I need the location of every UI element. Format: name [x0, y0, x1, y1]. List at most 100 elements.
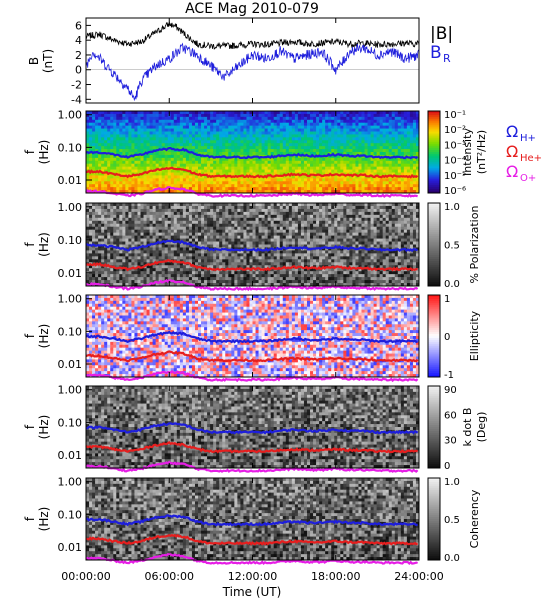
spectrogram-cell	[361, 223, 365, 228]
spectrogram-cell	[297, 229, 302, 234]
spectrogram-cell	[270, 157, 275, 162]
spectrogram-cell	[140, 166, 144, 170]
spectrogram-cell	[406, 152, 411, 156]
spectrogram-cell	[340, 229, 344, 234]
spectrogram-cell	[270, 137, 275, 141]
spectrogram-cell	[225, 134, 229, 138]
spectrogram-cell	[264, 214, 269, 219]
spectrogram-cell	[258, 190, 262, 194]
spectrogram-cell	[170, 116, 175, 121]
spectrogram-cell	[198, 111, 202, 115]
spectrogram-cell	[373, 187, 378, 191]
spectrogram-cell	[204, 229, 208, 234]
spectrogram-cell	[182, 190, 187, 194]
spectrogram-cell	[228, 226, 232, 231]
spectrogram-cell	[185, 187, 190, 191]
spectrogram-cell	[385, 137, 390, 141]
spectrogram-cell	[403, 143, 408, 147]
spectrogram-cell	[240, 125, 244, 129]
spectrogram-cell	[355, 160, 359, 165]
spectrogram-cell	[276, 157, 281, 162]
spectrogram-cell	[316, 244, 320, 248]
spectrogram-cell	[373, 220, 378, 225]
spectrogram-cell	[288, 211, 293, 216]
spectrogram-cell	[158, 203, 163, 207]
spectrogram-cell	[158, 178, 163, 182]
spectrogram-cell	[412, 190, 417, 194]
spectrogram-cell	[376, 143, 381, 147]
spectrogram-cell	[373, 125, 378, 129]
spectrogram-cell	[122, 111, 126, 115]
spectrogram-cell	[261, 134, 266, 138]
spectrogram-cell	[119, 119, 123, 124]
spectrogram-cell	[173, 217, 178, 222]
spectrogram-cell	[179, 214, 184, 219]
spectrogram-cell	[146, 134, 150, 138]
spectrogram-cell	[303, 208, 308, 213]
spectrogram-cell	[397, 125, 402, 129]
spectrogram-cell	[261, 214, 266, 219]
spectrogram-cell	[328, 241, 332, 245]
spectrogram-cell	[188, 214, 193, 219]
spectrogram-cell	[101, 157, 105, 162]
spectrogram-cell	[119, 113, 123, 118]
spectrogram-cell	[285, 140, 290, 144]
spectrogram-cell	[146, 122, 150, 127]
spectrogram-cell	[131, 157, 135, 162]
spectrogram-cell	[128, 223, 132, 228]
spectrogram-cell	[191, 128, 196, 132]
spectrogram-cell	[258, 232, 262, 236]
spectrogram-cell	[264, 131, 269, 135]
spectrogram-cell	[303, 134, 308, 138]
spectrogram-cell	[310, 203, 314, 207]
spectrogram-cell	[282, 235, 287, 239]
spectrogram-cell	[252, 137, 256, 141]
spectrogram-cell	[107, 131, 111, 135]
spectrogram-cell	[415, 178, 420, 182]
spectrogram-cell	[270, 208, 275, 213]
spectrogram-cell	[182, 214, 187, 219]
spectrogram-cell	[158, 172, 163, 176]
spectrogram-cell	[125, 229, 129, 234]
spectrogram-cell	[179, 163, 184, 168]
spectrogram-cell	[89, 241, 93, 245]
spectrogram-cell	[358, 223, 362, 228]
spectrogram-cell	[194, 113, 199, 118]
spectrogram-cell	[394, 163, 399, 168]
spectrogram-cell	[234, 169, 238, 173]
spectrogram-cell	[370, 157, 374, 162]
spectrogram-cell	[164, 154, 169, 159]
spectrogram-cell	[222, 149, 226, 153]
colorbar-cell	[428, 154, 440, 157]
spectrogram-cell	[400, 157, 405, 162]
spectrogram-cell	[343, 113, 347, 118]
spectrogram-cell	[334, 223, 338, 228]
colorbar-cell	[428, 115, 440, 118]
spectrogram-cell	[191, 143, 196, 147]
spectrogram-cell	[225, 220, 229, 225]
spectrogram-cell	[355, 223, 359, 228]
spectrogram-cell	[122, 181, 126, 185]
spectrogram-cell	[319, 116, 323, 121]
spectrogram-cell	[291, 208, 296, 213]
spectrogram-cell	[179, 247, 184, 251]
spectrogram-cell	[352, 181, 356, 185]
spectrogram-cell	[273, 178, 278, 182]
spectrogram-cell	[219, 125, 223, 129]
spectrogram-cell	[98, 214, 102, 219]
spectrogram-cell	[400, 187, 405, 191]
spectrogram-cell	[107, 208, 111, 213]
spectrogram-cell	[158, 244, 163, 248]
spectrogram-cell	[391, 208, 396, 213]
spectrogram-cell	[104, 226, 108, 231]
spectrogram-cell	[361, 154, 365, 159]
spectrogram-cell	[194, 203, 199, 207]
spectrogram-cell	[213, 169, 217, 173]
spectrogram-cell	[364, 229, 368, 234]
spectrogram-cell	[394, 229, 399, 234]
spectrogram-cell	[394, 122, 399, 127]
spectrogram-cell	[313, 163, 317, 168]
spectrogram-cell	[240, 163, 244, 168]
spectrogram-cell	[176, 128, 181, 132]
spectrogram-cell	[210, 203, 214, 207]
